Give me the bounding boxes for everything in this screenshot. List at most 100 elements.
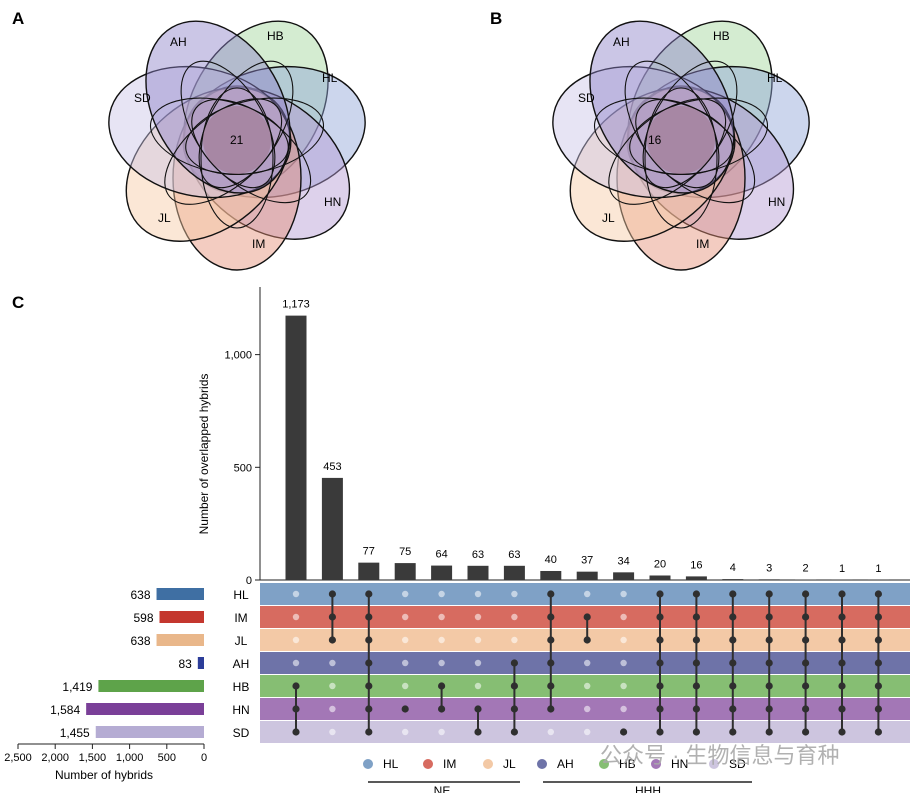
set-size-bar	[156, 634, 204, 646]
intersection-bar	[467, 565, 489, 580]
set-size-tick-label: 1,500	[79, 752, 107, 764]
y-tick-label: 500	[234, 462, 252, 474]
matrix-dot-filled	[365, 659, 373, 667]
set-size-bar	[98, 680, 204, 692]
venn-a-label-ah: AH	[170, 35, 187, 49]
y-tick-label: 1,000	[224, 350, 252, 362]
matrix-dot-empty	[292, 659, 300, 667]
matrix-dot-filled	[802, 728, 810, 736]
set-size-bar	[86, 703, 204, 715]
set-size-label: 1,455	[60, 726, 90, 740]
matrix-dot-filled	[729, 728, 737, 736]
venn-b-set-shape-6	[589, 20, 735, 194]
matrix-dot-filled	[874, 613, 883, 621]
matrix-dot-filled	[474, 728, 482, 736]
intersection-bar	[576, 571, 598, 580]
matrix-dot-filled	[765, 613, 773, 621]
matrix-dot-filled	[547, 659, 555, 667]
matrix-dot-filled	[292, 705, 300, 713]
venn-b-label-jl: JL	[602, 211, 615, 225]
venn-a-set-shape-2	[183, 86, 351, 240]
bar-value-label: 34	[617, 555, 629, 567]
venn-a-set-shape-6	[145, 20, 291, 194]
venn-a-label-hl: HL	[322, 71, 338, 85]
set-size-axis-title: Number of hybrids	[55, 768, 153, 782]
matrix-dot-filled	[547, 705, 555, 713]
matrix-dot-filled	[802, 613, 810, 621]
matrix-dot-empty	[438, 590, 445, 598]
intersection-bar	[394, 563, 416, 580]
matrix-dot-empty	[547, 728, 554, 736]
bar-value-label: 40	[545, 554, 557, 566]
set-size-tick-label: 0	[201, 752, 207, 764]
matrix-dot-empty	[329, 682, 336, 690]
matrix-dot-filled	[874, 682, 883, 690]
matrix-dot-filled	[729, 590, 737, 598]
legend-label: AH	[557, 757, 574, 771]
venn-b-set-shape-2	[627, 86, 795, 240]
panel-letter-a: A	[12, 9, 24, 28]
matrix-dot-empty	[402, 590, 409, 598]
matrix-dot-filled	[547, 590, 555, 598]
intersection-bar-chart: Number of overlapped hybrids 0 500 1,000 1,…	[197, 287, 910, 587]
matrix-dot-empty	[620, 613, 627, 621]
intersection-bar	[321, 477, 343, 580]
matrix-dot-filled	[328, 613, 336, 621]
venn-b-label-sd: SD	[578, 91, 595, 105]
matrix-dot-filled	[838, 682, 846, 690]
matrix-dot-filled	[874, 659, 883, 667]
set-size-bar	[197, 657, 204, 669]
intersection-bar	[358, 562, 380, 580]
intersection-bar	[649, 575, 671, 580]
intersection-bar	[540, 570, 562, 580]
legend-label: HN	[671, 757, 688, 771]
legend-swatch	[537, 759, 547, 769]
set-size-label: 638	[131, 634, 151, 648]
legend-swatch	[483, 759, 493, 769]
matrix-dot-filled	[874, 705, 883, 713]
matrix-dot-filled	[583, 636, 591, 644]
set-size-tick-label: 2,000	[41, 752, 69, 764]
matrix-dot-filled	[765, 659, 773, 667]
set-size-label: 1,584	[50, 703, 80, 717]
matrix-dot-empty	[620, 705, 627, 713]
intersection-bar	[431, 565, 453, 580]
matrix-dot-empty	[292, 613, 300, 621]
matrix-dot-empty	[620, 590, 627, 598]
matrix-dot-filled	[692, 636, 701, 644]
matrix-dot-filled	[365, 682, 373, 690]
bar-value-label: 37	[581, 555, 593, 567]
venn-b-center-count: 16	[648, 133, 662, 147]
matrix-dot-filled	[765, 682, 773, 690]
matrix-dot-filled	[438, 682, 446, 690]
matrix-dot-empty	[511, 636, 518, 644]
matrix-dot-filled	[656, 705, 664, 713]
venn-a-label-sd: SD	[134, 91, 151, 105]
matrix-dot-filled	[365, 728, 373, 736]
legend-label: SD	[729, 757, 746, 771]
matrix-dot-filled	[292, 682, 300, 690]
venn-b-inner-lobe-5	[593, 97, 733, 175]
set-size-label: 83	[178, 657, 192, 671]
matrix-dot-filled	[510, 705, 518, 713]
matrix-dot-filled	[802, 682, 810, 690]
set-size-bar	[95, 726, 204, 738]
matrix-dot-filled	[292, 728, 300, 736]
matrix-dot-empty	[620, 659, 627, 667]
matrix-dot-empty	[329, 705, 336, 713]
matrix-dot-filled	[474, 705, 482, 713]
matrix-dot-empty	[474, 590, 482, 598]
venn-b-label-ah: AH	[613, 35, 630, 49]
venn-a-set-shape-4	[125, 86, 291, 242]
set-size-bar	[159, 611, 204, 623]
set-size-label: 598	[133, 611, 153, 625]
matrix-dot-empty	[438, 613, 445, 621]
venn-a-core-region	[203, 106, 271, 174]
intersection-bar	[722, 579, 744, 580]
venn-a-label-hb: HB	[267, 29, 284, 43]
bar-value-label: 64	[435, 549, 447, 561]
venn-a-label-hn: HN	[324, 195, 341, 209]
venn-a-set-shape-0	[183, 20, 329, 194]
matrix-dot-filled	[874, 636, 883, 644]
matrix-dot-filled	[838, 659, 846, 667]
